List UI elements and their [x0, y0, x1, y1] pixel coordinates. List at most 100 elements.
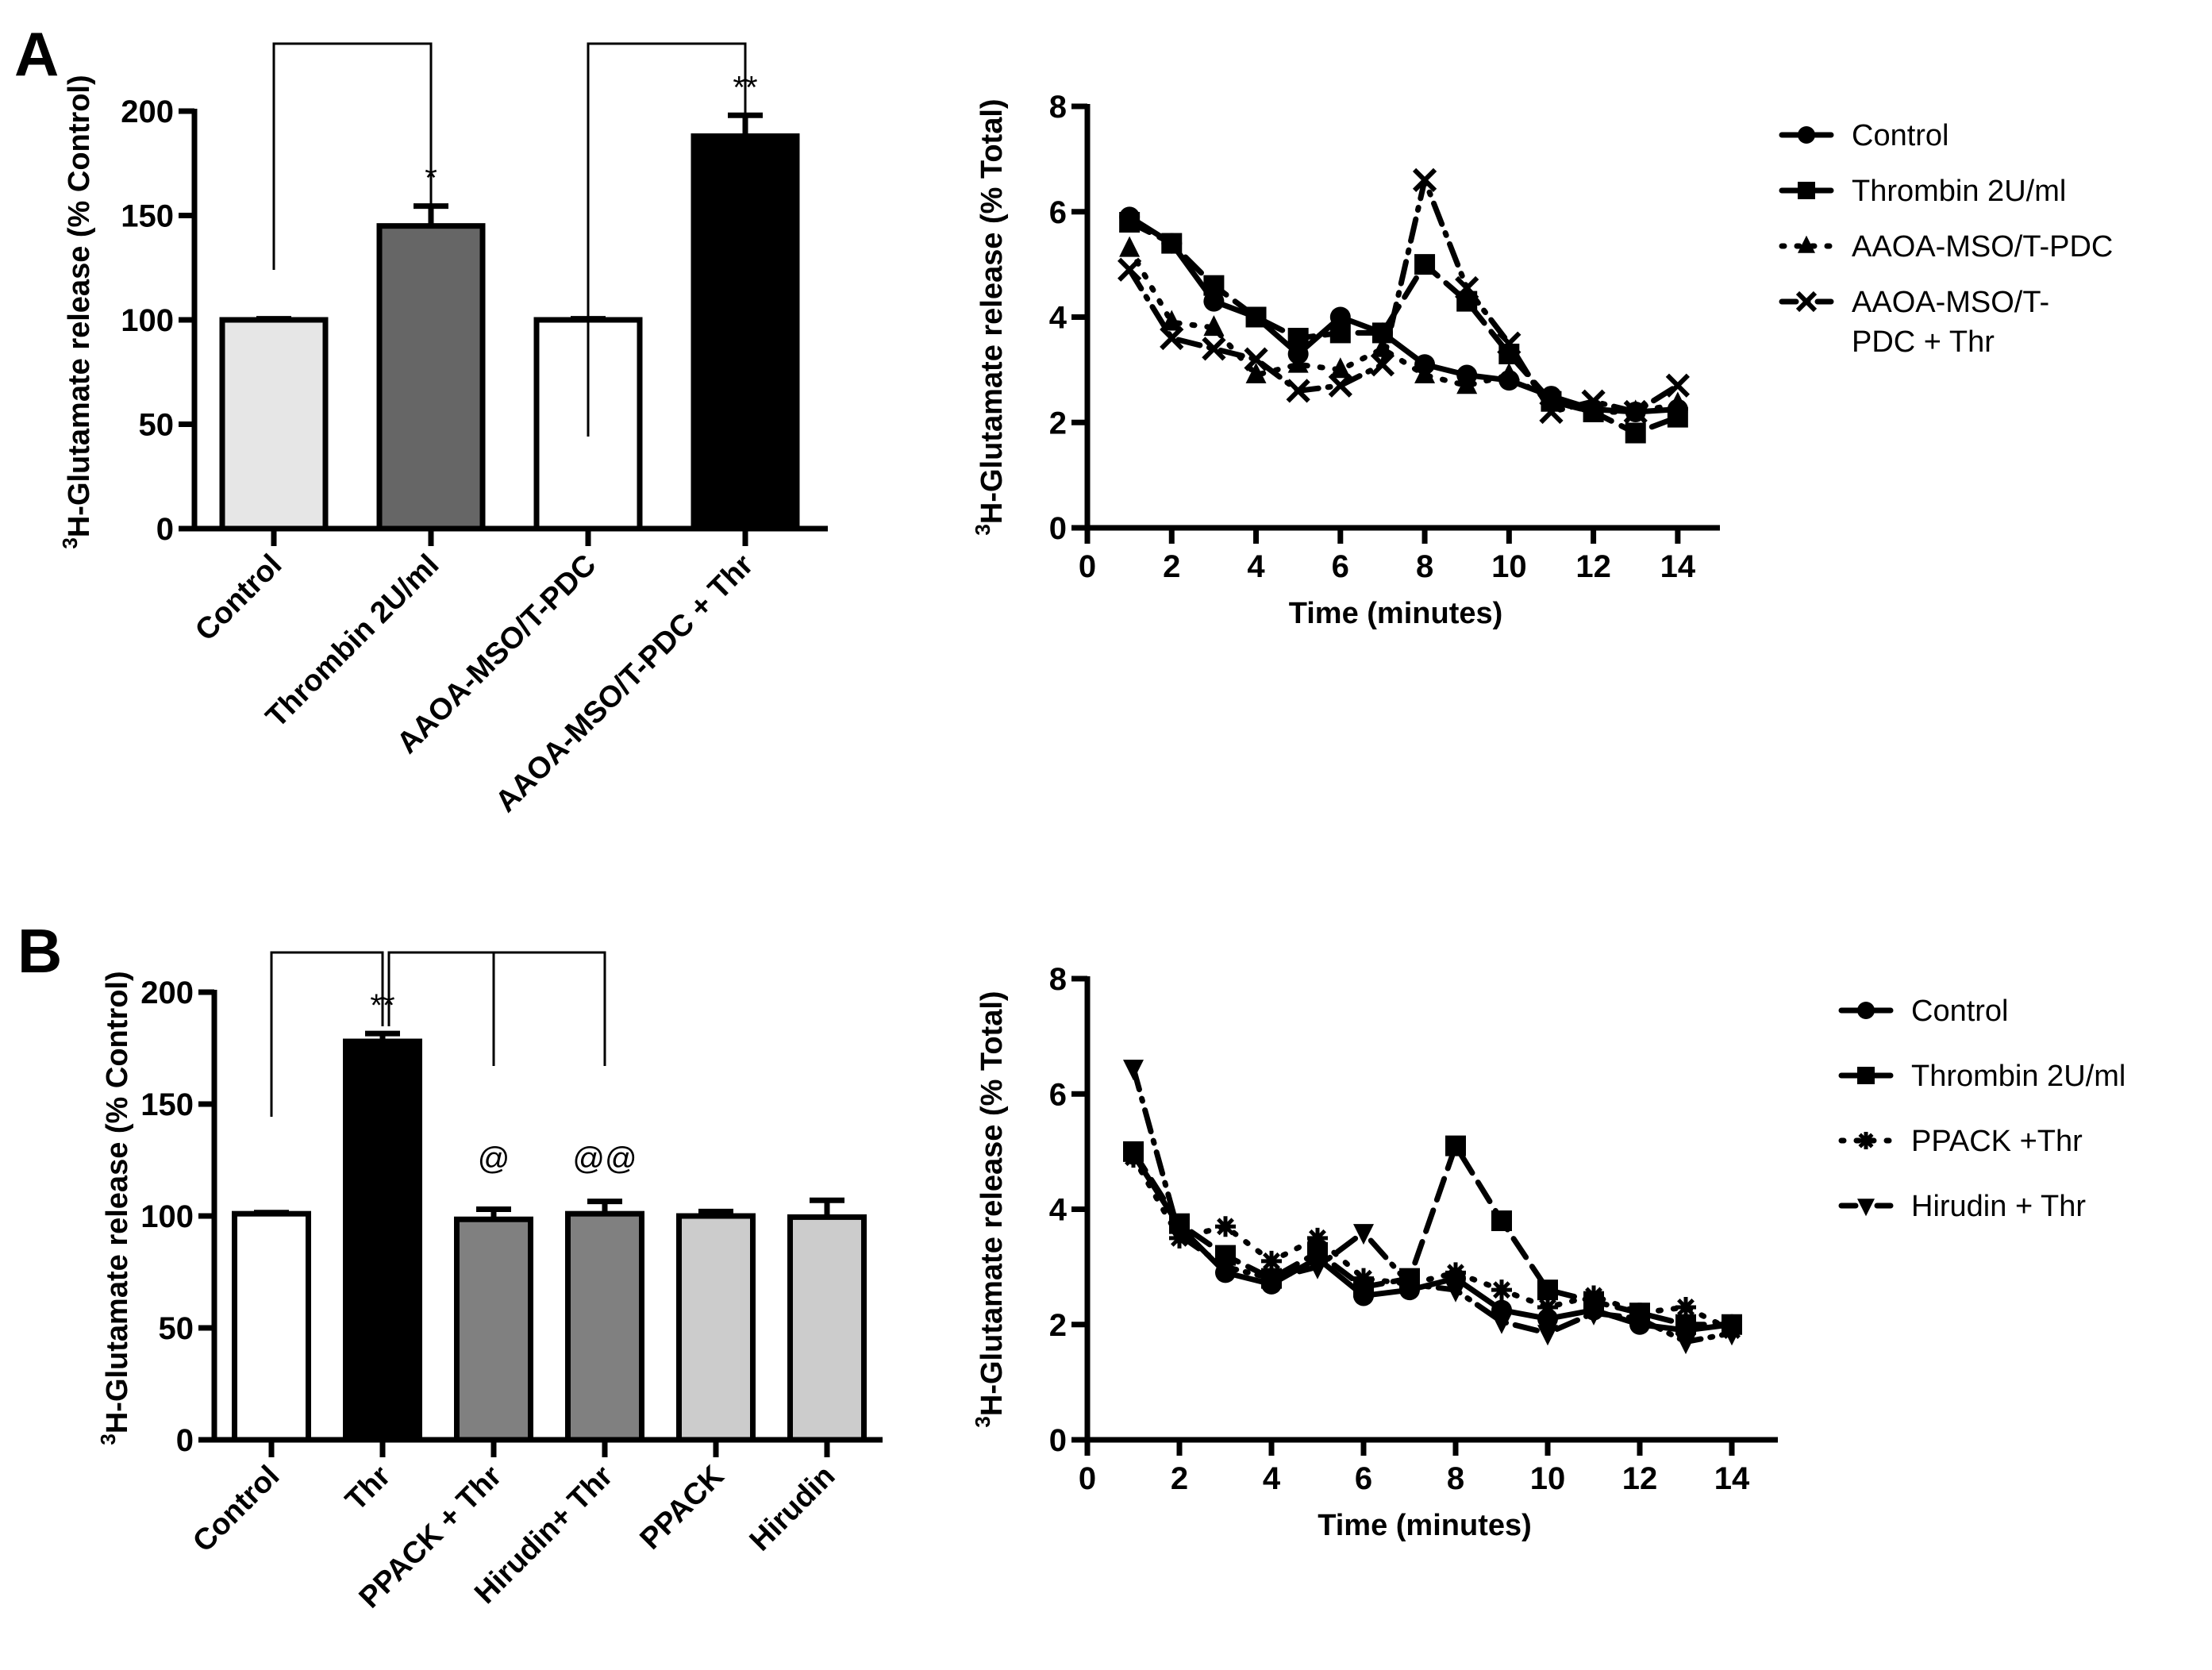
- bar-ppack: [676, 1213, 756, 1443]
- marker-x: [1160, 325, 1184, 351]
- significance-marker: @: [478, 1141, 510, 1176]
- y-tick-label: 8: [1049, 90, 1067, 125]
- marker-x: [1455, 275, 1479, 301]
- y-tick-label: 150: [140, 1087, 194, 1122]
- marker-triangle: [1287, 352, 1309, 373]
- legend-label: PPACK +Thr: [1911, 1125, 2083, 1158]
- bar-control: [219, 317, 329, 532]
- marker-square: [1625, 422, 1646, 444]
- panel-label-b: B: [17, 916, 62, 986]
- bar-ppack-thr: [454, 1216, 533, 1443]
- series-hirudin-thr: [1123, 1060, 1742, 1355]
- marker-triangle: [1456, 373, 1478, 394]
- legend-label: Hirudin + Thr: [1911, 1190, 2086, 1223]
- marker-x: [1328, 373, 1352, 398]
- marker-x: [1497, 331, 1521, 356]
- y-axis-label: 3H-Glutamate release (% Total): [971, 991, 1009, 1427]
- marker-x: [1665, 373, 1690, 398]
- marker-triangle-down: [1491, 1313, 1512, 1334]
- bar-aaoa-mso-t-pdc-thr: [691, 133, 800, 532]
- marker-asterisk: [1353, 1268, 1374, 1289]
- marker-square: [1445, 1135, 1466, 1156]
- marker-x: [1539, 399, 1564, 425]
- marker-square: [1675, 1314, 1696, 1335]
- marker-asterisk: [1123, 1147, 1144, 1168]
- x-tick-label: 0: [1079, 1461, 1096, 1496]
- marker-triangle-down: [1215, 1258, 1236, 1279]
- legend-item: Control: [1838, 995, 2009, 1028]
- legend-item: AAOA-MSO/T- PDC + Thr: [1779, 286, 2049, 359]
- x-tick-label: 8: [1416, 549, 1433, 584]
- x-tick-label: 6: [1332, 549, 1349, 584]
- x-tick-label: Hirudin: [744, 1460, 842, 1558]
- y-tick-label: 0: [156, 512, 174, 547]
- bar-hirudin: [787, 1214, 867, 1443]
- legend-item: Control: [1779, 119, 1949, 152]
- significance-marker: *: [425, 161, 437, 196]
- marker-asterisk: [1215, 1216, 1236, 1237]
- x-tick-label: 8: [1447, 1461, 1464, 1496]
- y-axis-label: 3H-Glutamate release (% Control): [96, 971, 134, 1445]
- marker-asterisk: [1491, 1279, 1512, 1301]
- x-tick-label: 10: [1530, 1461, 1566, 1496]
- marker-triangle-down: [1857, 1199, 1875, 1217]
- marker-square: [1287, 328, 1309, 349]
- marker-triangle: [1414, 362, 1436, 383]
- significance-marker: **: [733, 70, 757, 105]
- x-tick-label: 12: [1575, 549, 1611, 584]
- x-tick-label: Control: [187, 1460, 286, 1559]
- legend-item: Hirudin + Thr: [1838, 1190, 2086, 1223]
- marker-square: [1203, 275, 1225, 296]
- legend-label: AAOA-MSO/T-: [1852, 286, 2049, 319]
- y-tick-label: 6: [1049, 195, 1067, 230]
- marker-triangle-down: [1583, 1304, 1604, 1326]
- y-tick-label: 0: [176, 1423, 194, 1458]
- x-tick-label: 2: [1163, 549, 1180, 584]
- x-axis-label: Time (minutes): [1289, 597, 1503, 630]
- series-line: [1130, 1143, 1735, 1328]
- y-tick-label: 2: [1049, 406, 1067, 441]
- x-tick-label: 6: [1355, 1461, 1372, 1496]
- marker-asterisk: [1261, 1250, 1282, 1272]
- marker-square: [1119, 212, 1141, 233]
- x-tick-label: 4: [1247, 549, 1265, 584]
- y-tick-label: 50: [159, 1311, 194, 1346]
- series-control: [1119, 206, 1688, 422]
- marker-circle: [1798, 126, 1815, 144]
- y-axis-label: 3H-Glutamate release (% Total): [971, 98, 1009, 535]
- marker-triangle-down: [1399, 1276, 1420, 1297]
- x-tick-label: Thr: [339, 1460, 397, 1518]
- marker-square: [1414, 254, 1436, 275]
- marker-circle: [1329, 306, 1351, 328]
- marker-triangle: [1798, 235, 1815, 253]
- marker-square: [1491, 1210, 1512, 1232]
- marker-x: [1581, 389, 1606, 414]
- marker-x: [1623, 399, 1648, 425]
- x-tick-label: 2: [1171, 1461, 1188, 1496]
- significance-bracket: [387, 951, 606, 1066]
- x-axis-label: Time (minutes): [1318, 1509, 1532, 1542]
- bar-chart-a: 0 50 100 150 200 3H-Glutamate release (% Cont…: [58, 42, 828, 819]
- significance-marker: @@: [572, 1141, 637, 1176]
- marker-square: [1245, 306, 1267, 328]
- x-tick-label: 14: [1660, 549, 1696, 584]
- x-tick-label: 0: [1079, 549, 1096, 584]
- series-line: [1126, 177, 1681, 415]
- y-tick-label: 100: [121, 303, 174, 338]
- legend-label: Control: [1911, 995, 2009, 1028]
- marker-asterisk: [1307, 1227, 1328, 1249]
- marker-asterisk: [1675, 1296, 1696, 1318]
- marker-triangle-down: [1629, 1310, 1650, 1332]
- line-chart-b: 0 2 4 6 8 0 2 4 6 8 10 12 14 Time (minutes) 3H-Glutama…: [971, 962, 2125, 1542]
- marker-square: [1798, 182, 1815, 199]
- marker-triangle-down: [1123, 1060, 1144, 1081]
- marker-x: [1370, 352, 1395, 377]
- legend-label: PDC + Thr: [1852, 325, 1995, 359]
- y-tick-label: 4: [1049, 1193, 1068, 1228]
- panel-label-a: A: [14, 19, 59, 89]
- marker-triangle-down: [1675, 1333, 1696, 1355]
- x-tick-label: 10: [1491, 549, 1527, 584]
- marker-triangle: [1667, 391, 1688, 413]
- legend-item: PPACK +Thr: [1838, 1125, 2083, 1158]
- marker-triangle-down: [1537, 1325, 1558, 1346]
